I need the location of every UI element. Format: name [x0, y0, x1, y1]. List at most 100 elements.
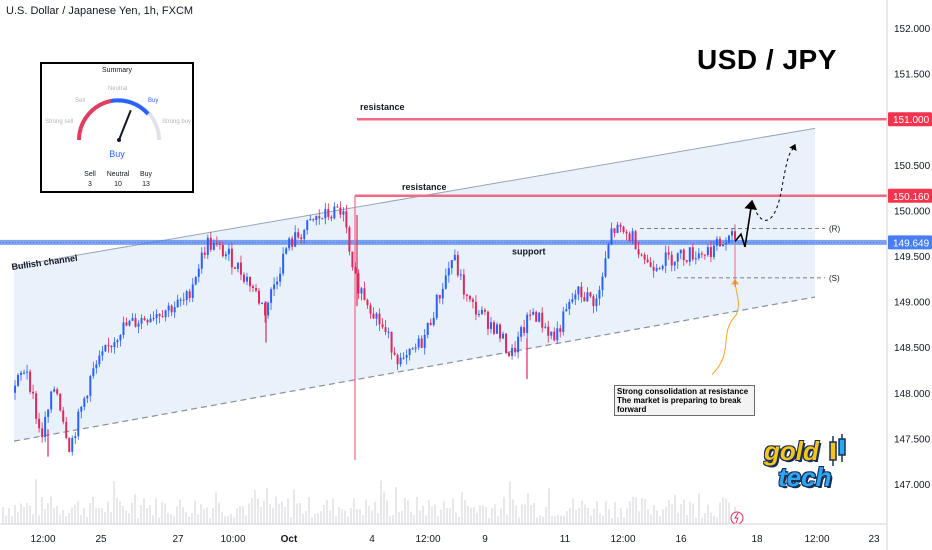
- volume-bar: [227, 516, 229, 524]
- candle-body: [471, 299, 474, 302]
- volume-bar: [638, 511, 640, 524]
- candle-body: [333, 206, 336, 219]
- candle-body: [580, 286, 583, 298]
- volume-bar: [191, 512, 193, 524]
- volume-bar: [212, 508, 214, 524]
- candle-body: [309, 219, 312, 221]
- volume-bar: [719, 502, 721, 524]
- candle-body: [170, 305, 173, 313]
- volume-bar: [179, 499, 181, 524]
- candle-body: [173, 307, 176, 313]
- candle-body: [538, 312, 541, 322]
- x-tick-label: 18: [751, 534, 763, 545]
- candle-body: [565, 309, 568, 312]
- volume-bar: [539, 515, 541, 524]
- volume-bar: [65, 516, 67, 524]
- candle-body: [465, 294, 468, 296]
- candle-body: [556, 328, 559, 341]
- volume-bar: [158, 517, 160, 524]
- volume-bar: [260, 507, 262, 524]
- gauge-label-sell: Sell: [75, 98, 86, 104]
- candle-body: [616, 224, 619, 233]
- candle-body: [53, 389, 56, 392]
- candle-body: [267, 302, 270, 316]
- candle-body: [152, 318, 155, 320]
- volume-bar: [386, 500, 388, 524]
- volume-bar: [245, 515, 247, 524]
- candle-body: [119, 334, 122, 341]
- count-buy: Buy 13: [126, 170, 166, 190]
- volume-bar: [674, 494, 676, 524]
- count-neutral: Neutral 10: [98, 170, 138, 190]
- volume-bar: [524, 504, 526, 524]
- volume-bar: [164, 503, 166, 524]
- volume-bar: [194, 500, 196, 524]
- candle-body: [535, 311, 538, 322]
- candle-body: [414, 347, 417, 349]
- volume-bar: [14, 505, 16, 524]
- candle-body: [161, 316, 164, 318]
- volume-bar: [32, 514, 34, 524]
- y-tick-label: 147.500: [894, 434, 931, 445]
- candle-body: [634, 231, 637, 250]
- volume-bar: [230, 513, 232, 524]
- candle-body: [140, 318, 143, 324]
- x-tick-label: 11: [560, 534, 571, 545]
- candle-body: [688, 247, 691, 262]
- candle-body: [420, 338, 423, 348]
- candle-body: [703, 254, 706, 256]
- volume-bar: [203, 509, 205, 524]
- volume-bar: [47, 503, 49, 524]
- volume-bar: [35, 479, 37, 524]
- volume-bar: [461, 492, 463, 524]
- volume-bar: [491, 507, 493, 524]
- volume-bar: [11, 516, 13, 524]
- volume-bar: [452, 498, 454, 524]
- x-tick-label: 12:00: [804, 534, 829, 545]
- candle-body: [285, 248, 288, 254]
- price-label-box: [888, 188, 932, 203]
- candle-body: [679, 249, 682, 254]
- candle-body: [541, 312, 544, 328]
- candle-body: [559, 328, 562, 332]
- candle-body: [312, 219, 315, 221]
- volume-bar: [476, 512, 478, 524]
- candle-body: [303, 230, 306, 239]
- candle-body: [38, 418, 41, 429]
- volume-bar: [116, 497, 118, 524]
- candle-body: [113, 342, 116, 348]
- volume-bar: [29, 505, 31, 524]
- volume-bar: [20, 503, 22, 524]
- x-tick-label: 12:00: [610, 534, 635, 545]
- support-label: support: [512, 246, 546, 256]
- candle-body: [462, 274, 465, 295]
- volume-bar: [599, 513, 601, 524]
- candle-body: [734, 231, 736, 240]
- volume-bar: [113, 481, 115, 524]
- candle-body: [279, 273, 282, 282]
- x-tick-label: 9: [482, 534, 488, 545]
- candle-body: [676, 253, 679, 262]
- volume-bar: [542, 516, 544, 524]
- candle-body: [544, 326, 547, 328]
- candle-body: [339, 207, 342, 215]
- volume-bar: [407, 500, 409, 524]
- volume-bar: [428, 499, 430, 524]
- candle-body: [116, 340, 119, 343]
- volume-bar: [221, 512, 223, 524]
- support-band: [0, 239, 887, 245]
- logo-word-gold: gold: [764, 436, 819, 466]
- candle-body: [691, 247, 694, 260]
- resistance-label-lower: resistance: [402, 182, 447, 192]
- volume-bar: [266, 488, 268, 524]
- candle-body: [179, 299, 182, 301]
- volume-bar: [689, 501, 691, 524]
- volume-bar: [353, 498, 355, 524]
- candle-body: [423, 335, 426, 348]
- candle-body: [547, 326, 550, 336]
- candle-body: [83, 398, 86, 407]
- volume-bar: [632, 496, 634, 524]
- volume-bar: [404, 497, 406, 524]
- volume-bar: [614, 502, 616, 524]
